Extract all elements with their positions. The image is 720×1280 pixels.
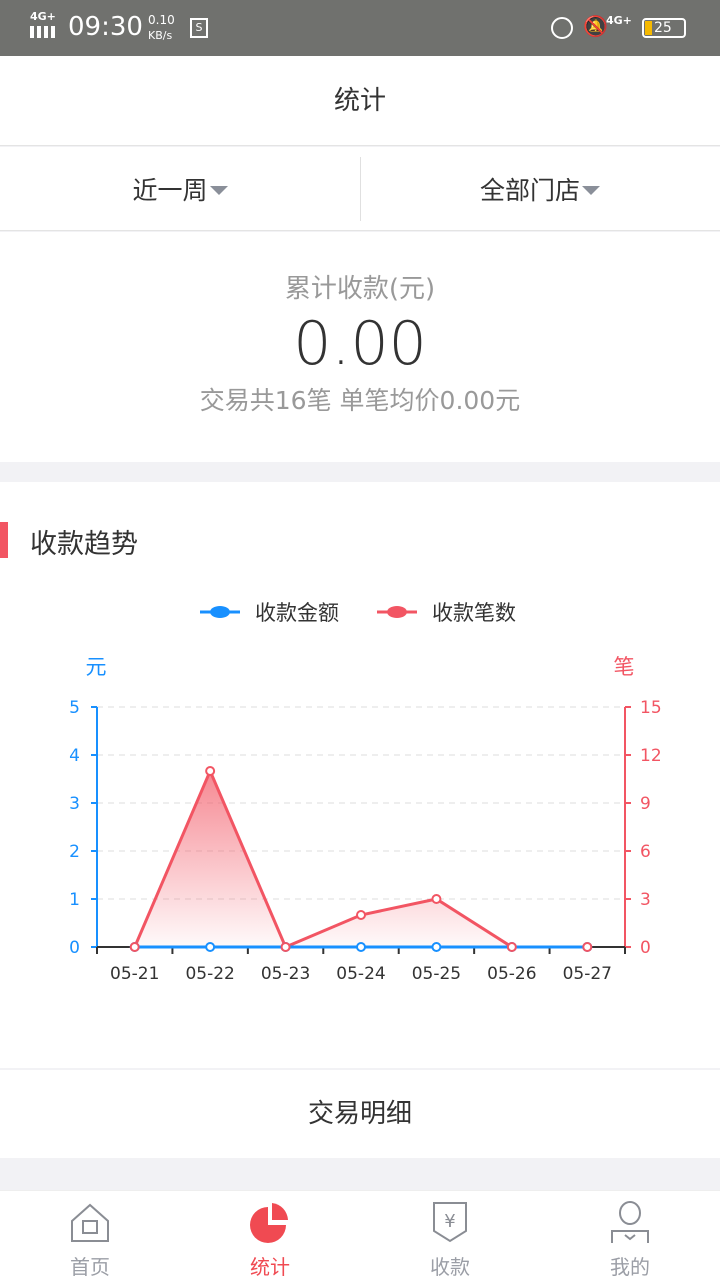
net-speed: 0.10 [148, 13, 175, 27]
mute-bell-icon: 🔕 [583, 14, 608, 38]
chevron-down-icon [209, 186, 228, 195]
count-point [582, 942, 593, 952]
count-point [356, 910, 366, 920]
user-icon [611, 1201, 649, 1243]
left-tick-label: 3 [69, 794, 80, 814]
amount-point [356, 942, 366, 952]
page-title: 统计 [0, 56, 720, 146]
bottom-nav: 首页 统计 ¥ 收款 我的 [0, 1190, 720, 1280]
nav-label: 首页 [70, 1255, 110, 1279]
trend-section: 收款趋势 收款金额 收款笔数 元笔 0 1 2 3 4 5 0 3 6 9 12 15 05-21 05-22… [0, 482, 720, 1068]
total-label: 累计收款(元) [284, 274, 436, 304]
chevron-down-icon [582, 186, 600, 195]
count-point [205, 766, 216, 776]
period-label: 近一周 [132, 175, 208, 205]
count-point [431, 894, 442, 904]
clock: 09:30 [68, 12, 143, 42]
amount-point [205, 942, 216, 952]
nav-stats[interactable]: 统计 [180, 1191, 360, 1280]
right-tick-label: 15 [640, 698, 662, 718]
transaction-detail-button[interactable]: 交易明细 [0, 1070, 720, 1158]
x-tick-label: 05-26 [487, 964, 536, 984]
right-tick-label: 9 [640, 794, 651, 814]
svg-text:¥: ¥ [444, 1211, 455, 1232]
count-point [280, 942, 291, 952]
nav-receive[interactable]: ¥ 收款 [360, 1191, 540, 1280]
count-point [129, 942, 140, 952]
status-bar: 4G+ 09:30 0.10 KB/s S 🔕 4G+ 25 [0, 0, 720, 56]
right-tick-label: 6 [640, 842, 651, 862]
battery-icon: 25 [642, 18, 686, 38]
network-type-2: 4G+ [606, 14, 632, 27]
period-dropdown[interactable]: 近一周 [0, 147, 360, 230]
x-tick-label: 05-23 [261, 964, 310, 984]
screenshot-icon: S [190, 18, 208, 38]
x-tick-label: 05-24 [336, 964, 385, 984]
nav-label: 收款 [430, 1255, 470, 1279]
receive-money-icon: ¥ [433, 1202, 467, 1243]
nav-label: 我的 [610, 1255, 650, 1279]
right-axis-unit: 笔 [614, 655, 635, 679]
left-tick-label: 0 [69, 938, 80, 958]
trend-chart: 收款金额 收款笔数 元笔0123450369121505-21 05-22 05-23… [69, 601, 662, 984]
nav-home[interactable]: 首页 [0, 1191, 180, 1280]
left-tick-label: 5 [69, 698, 80, 718]
nav-mine[interactable]: 我的 [540, 1191, 720, 1280]
x-tick-label: 05-21 [110, 964, 159, 984]
total-amount: 0.00 [293, 309, 427, 379]
alarm-icon [551, 17, 573, 39]
amount-point [431, 942, 442, 952]
legend-label: 收款金额 [255, 601, 339, 625]
section-title: 收款趋势 [30, 529, 138, 560]
count-point [506, 942, 517, 952]
summary-panel: 累计收款(元) 0.00 交易共16笔 单笔均价0.00元 [0, 232, 720, 462]
legend-marker [387, 606, 407, 618]
divider [360, 157, 361, 221]
left-axis-unit: 元 [86, 655, 107, 679]
transaction-summary: 交易共16笔 单笔均价0.00元 [199, 386, 521, 415]
x-tick-label: 05-25 [412, 964, 461, 984]
network-type: 4G+ [30, 10, 56, 23]
legend-label: 收款笔数 [432, 601, 516, 625]
home-icon [71, 1203, 109, 1242]
store-label: 全部门店 [479, 175, 580, 205]
count-area [134, 771, 588, 947]
pie-chart-icon [250, 1203, 288, 1243]
net-speed-unit: KB/s [148, 29, 173, 42]
section-marker [0, 522, 8, 558]
battery-level: 25 [654, 20, 672, 36]
left-tick-label: 1 [69, 890, 80, 910]
nav-label: 统计 [250, 1255, 290, 1279]
signal-icon [30, 26, 58, 38]
right-tick-label: 0 [640, 938, 651, 958]
right-tick-label: 12 [640, 746, 662, 766]
store-dropdown[interactable]: 全部门店 [360, 147, 720, 230]
right-tick-label: 3 [640, 890, 651, 910]
x-tick-label: 05-27 [563, 964, 612, 984]
left-tick-label: 2 [69, 842, 80, 862]
x-tick-label: 05-22 [185, 964, 234, 984]
legend-marker [210, 606, 230, 618]
left-tick-label: 4 [69, 746, 80, 766]
